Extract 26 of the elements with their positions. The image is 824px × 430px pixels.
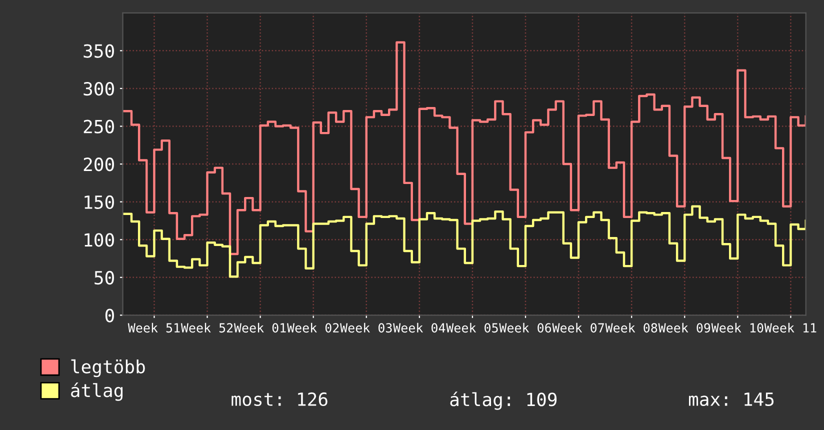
legend-label: legtöbb (71, 359, 145, 378)
y-tick-label: 50 (94, 270, 114, 285)
x-tick-label: Week 08 (605, 322, 658, 333)
y-tick-label: 100 (84, 233, 114, 247)
x-tick-label: Week 09 (658, 322, 710, 333)
text: most: 126 (232, 392, 328, 406)
y-tick-label: 200 (84, 158, 114, 172)
x-tick-label: Week 07 (552, 322, 604, 333)
x-tick-label: Week 10 (711, 322, 764, 333)
x-tick-label: Week 03 (340, 322, 392, 333)
y-tick-label: 350 (84, 44, 114, 58)
x-tick-label: Week 11 (764, 322, 816, 333)
x-tick-label: Week 51 (128, 322, 180, 333)
text: átlag: 109 (450, 392, 557, 410)
legend-label: átlag (71, 382, 123, 401)
y-tick-label: 150 (84, 195, 114, 209)
y-tick-label: 250 (84, 120, 114, 134)
x-tick-label: Week 04 (393, 322, 446, 333)
y-tick-label: 300 (84, 82, 114, 96)
x-tick-label: Week 52 (180, 322, 233, 333)
text: max: 145 (689, 392, 774, 406)
x-tick-label: Week 02 (287, 322, 339, 333)
x-tick-label: Week 05 (446, 322, 498, 333)
x-tick-label: Week 01 (234, 322, 286, 333)
y-tick-label: 0 (105, 308, 114, 322)
x-tick-label: Week 06 (499, 322, 552, 333)
